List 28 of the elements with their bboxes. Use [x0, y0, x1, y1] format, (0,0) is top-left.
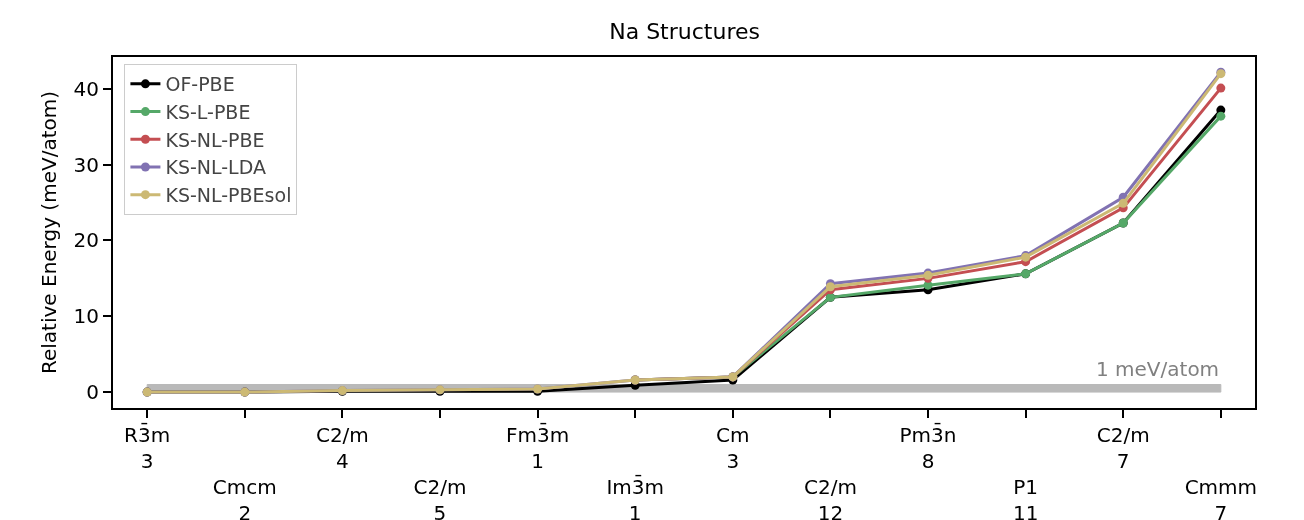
point	[1216, 111, 1226, 121]
x-tick-label: Fm3̄m 1	[505, 422, 570, 473]
x-tick-label: R3̄m 3	[124, 422, 171, 473]
x-tick-label: Im3̄m 1	[606, 474, 664, 520]
y-axis-title: Relative Energy (meV/atom)	[36, 90, 61, 375]
legend-label: KS-L-PBE	[165, 100, 251, 123]
chart-title: Na Structures	[609, 18, 760, 44]
x-tick-label: P1 11	[1012, 475, 1039, 520]
x-tick-label: C2/m 7	[1096, 423, 1150, 473]
x-tick-label: Cmcm 2	[212, 475, 277, 520]
y-tick-label: 40	[73, 76, 99, 101]
legend-label: OF-PBE	[165, 73, 235, 96]
y-tick-label: 30	[73, 152, 99, 177]
x-tick-label: C2/m 5	[413, 475, 467, 520]
point	[1216, 83, 1226, 93]
band-label: 1 meV/atom	[1096, 357, 1220, 381]
legend-label: KS-NL-PBE	[165, 128, 265, 151]
point	[1118, 198, 1128, 208]
x-tick-label: C2/m 4	[315, 423, 369, 473]
y-tick-label: 10	[73, 304, 99, 329]
x-tick-label: Cm 3	[716, 423, 750, 473]
x-tick-label: Pm3̄n 8	[899, 422, 957, 473]
x-tick-label: Cmmm 7	[1184, 475, 1258, 520]
legend-label: KS-NL-LDA	[165, 156, 266, 179]
x-tick-label: C2/m 12	[803, 475, 857, 520]
y-tick-label: 0	[86, 380, 99, 405]
y-tick-label: 20	[73, 228, 99, 253]
legend-label: KS-NL-PBEsol	[165, 184, 292, 207]
